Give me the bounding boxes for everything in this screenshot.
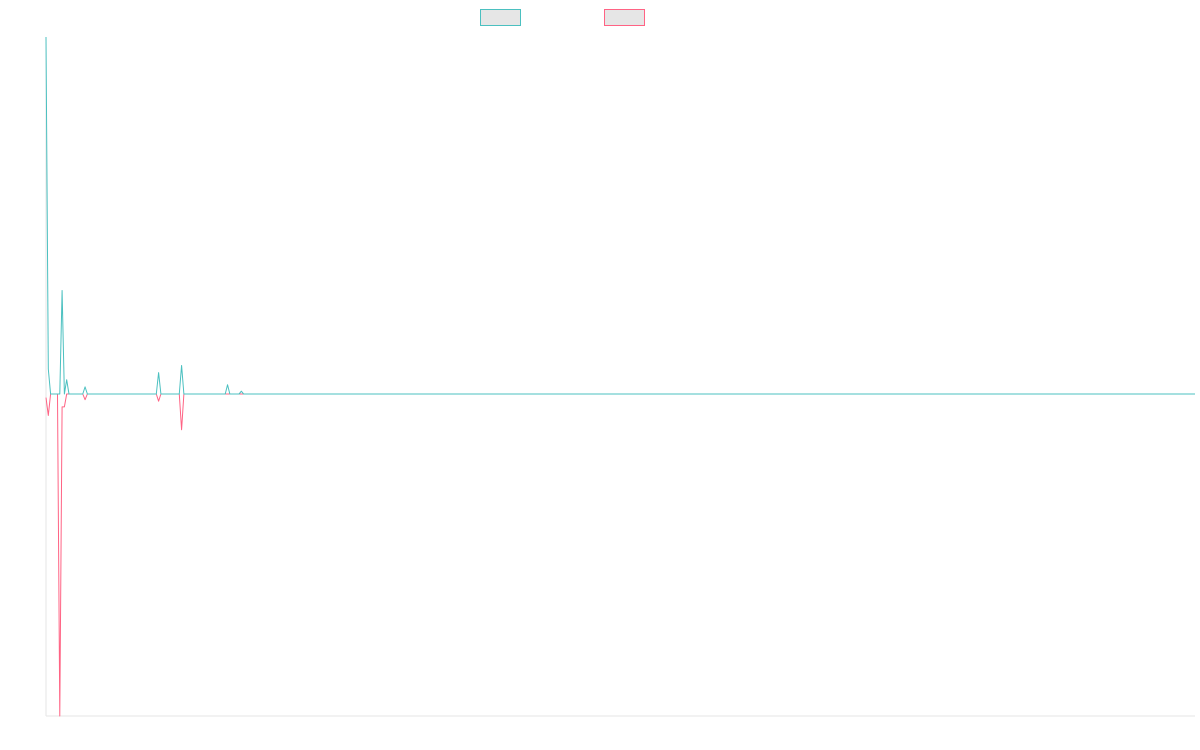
legend-swatch-2[interactable] [604, 9, 645, 26]
legend-swatch-1[interactable] [480, 9, 521, 26]
legend [480, 9, 645, 26]
series-line-2 [45, 393, 1195, 717]
series-line-1 [45, 36, 1195, 395]
axes [45, 37, 1195, 717]
series-group [45, 36, 1195, 717]
